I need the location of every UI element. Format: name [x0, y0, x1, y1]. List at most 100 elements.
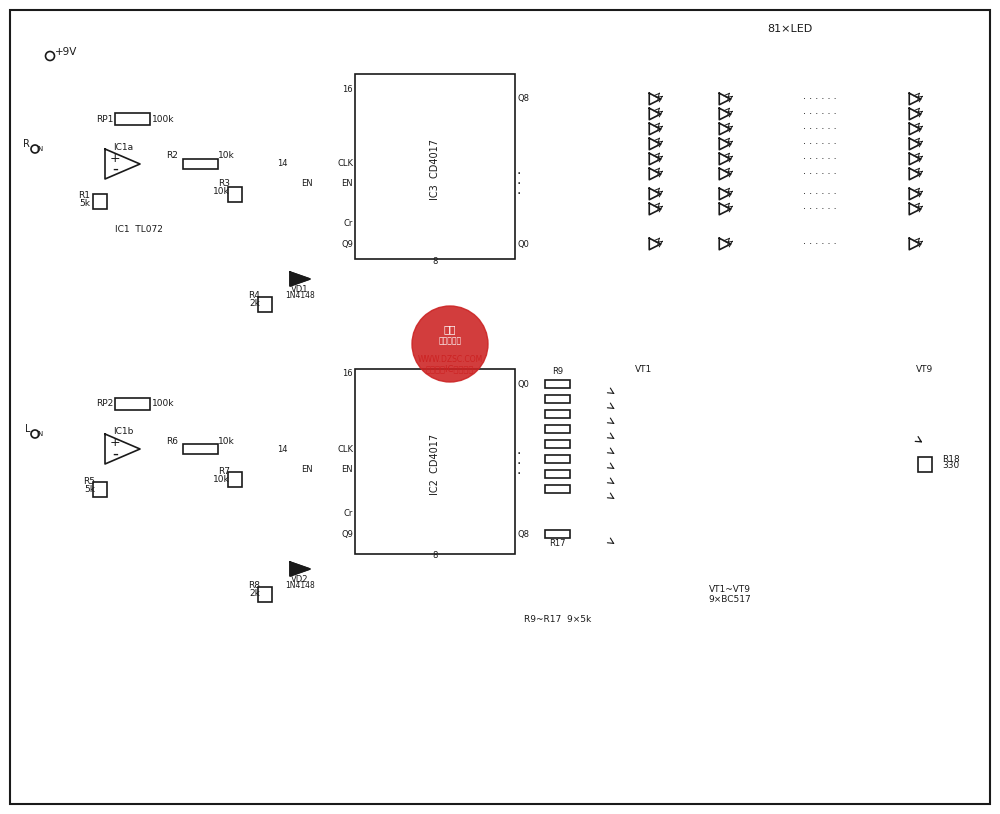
Bar	[228, 186, 242, 202]
Text: 81×LED: 81×LED	[767, 24, 813, 34]
Text: 16: 16	[342, 85, 353, 94]
Bar	[355, 369, 515, 554]
Polygon shape	[290, 272, 310, 286]
Text: IN: IN	[36, 431, 43, 437]
Text: 10k: 10k	[213, 187, 230, 196]
Text: · · · · · ·: · · · · · ·	[803, 139, 837, 149]
Text: EN: EN	[341, 465, 353, 474]
Text: 16: 16	[342, 370, 353, 379]
Text: 维库: 维库	[444, 324, 456, 334]
Text: IC1  TL072: IC1 TL072	[115, 225, 163, 234]
Text: VD2: VD2	[291, 575, 309, 584]
Text: 2k: 2k	[249, 589, 260, 598]
Bar	[918, 457, 932, 471]
Text: R1: R1	[78, 191, 90, 200]
Text: 10k: 10k	[213, 475, 230, 484]
Text: 电子市场网: 电子市场网	[438, 336, 462, 345]
Text: ·: ·	[517, 177, 521, 191]
Text: IC3  CD4017: IC3 CD4017	[430, 138, 440, 199]
Text: R6: R6	[166, 436, 178, 445]
Text: R5: R5	[83, 476, 95, 485]
Text: +: +	[110, 151, 120, 164]
Text: EN: EN	[341, 180, 353, 189]
Text: R7: R7	[218, 466, 230, 475]
Text: ·: ·	[517, 187, 521, 201]
Bar	[545, 470, 570, 479]
Bar	[355, 74, 515, 259]
Text: · · · · · ·: · · · · · ·	[803, 189, 837, 199]
Text: R8: R8	[248, 581, 260, 590]
Text: Q8: Q8	[517, 529, 529, 539]
Text: Q9: Q9	[341, 239, 353, 248]
Bar	[545, 395, 570, 403]
Text: · · · · · ·: · · · · · ·	[803, 169, 837, 179]
Text: VT1: VT1	[635, 365, 652, 374]
Bar	[115, 398, 150, 410]
Bar	[183, 159, 218, 169]
Text: R9~R17  9×5k: R9~R17 9×5k	[524, 615, 591, 624]
Text: Q0: Q0	[517, 379, 529, 388]
Text: R17: R17	[549, 540, 566, 549]
Text: RP2: RP2	[96, 400, 113, 409]
Text: 14: 14	[277, 444, 288, 453]
Text: -: -	[112, 445, 118, 463]
Text: · · · · · ·: · · · · · ·	[803, 124, 837, 134]
Bar	[183, 444, 218, 454]
Text: 14: 14	[277, 160, 288, 168]
Text: 5k: 5k	[84, 484, 95, 493]
Text: ·: ·	[517, 167, 521, 181]
Bar	[258, 296, 272, 312]
Text: WWW.DZSC.COM: WWW.DZSC.COM	[417, 355, 483, 364]
Text: ·: ·	[517, 447, 521, 461]
Text: R18: R18	[942, 454, 960, 463]
Text: 9×BC517: 9×BC517	[709, 594, 751, 603]
Text: Q9: Q9	[341, 529, 353, 539]
Text: · · · · · ·: · · · · · ·	[803, 109, 837, 119]
Text: 100k: 100k	[152, 115, 175, 124]
Text: 100k: 100k	[152, 400, 175, 409]
Text: 全球最大IC采购网站: 全球最大IC采购网站	[426, 365, 474, 374]
Text: IC1b: IC1b	[113, 427, 133, 436]
Bar	[115, 113, 150, 125]
Text: R3: R3	[218, 180, 230, 189]
Text: +: +	[110, 436, 120, 449]
Polygon shape	[290, 562, 310, 576]
Text: 8: 8	[432, 552, 438, 561]
Circle shape	[412, 306, 488, 382]
Text: 8: 8	[432, 256, 438, 265]
Text: EN: EN	[301, 465, 313, 474]
Text: 1N4148: 1N4148	[285, 581, 315, 590]
Bar	[545, 425, 570, 433]
Text: R4: R4	[248, 291, 260, 300]
Text: IN: IN	[36, 146, 43, 152]
Text: · · · · · ·: · · · · · ·	[803, 204, 837, 214]
Text: 330: 330	[942, 462, 959, 470]
Text: 1N4148: 1N4148	[285, 291, 315, 300]
Text: ·: ·	[517, 457, 521, 471]
Text: IC2  CD4017: IC2 CD4017	[430, 433, 440, 495]
Text: · · · · · ·: · · · · · ·	[803, 154, 837, 164]
Text: R9: R9	[552, 367, 563, 377]
Text: 10k: 10k	[218, 151, 235, 160]
Text: 5k: 5k	[79, 199, 90, 208]
Text: VT1~VT9: VT1~VT9	[709, 584, 751, 593]
Text: +9V: +9V	[55, 47, 77, 57]
Text: CLK: CLK	[337, 444, 353, 453]
Text: CLK: CLK	[337, 160, 353, 168]
Bar	[545, 530, 570, 538]
Text: EN: EN	[301, 180, 313, 189]
Text: RP1: RP1	[96, 115, 113, 124]
Bar	[545, 440, 570, 449]
Text: Q8: Q8	[517, 94, 529, 103]
Bar	[258, 587, 272, 602]
Text: VD1: VD1	[291, 285, 309, 294]
Text: R2: R2	[166, 151, 178, 160]
Text: · · · · · ·: · · · · · ·	[803, 94, 837, 104]
Bar	[228, 471, 242, 487]
Text: -: -	[112, 160, 118, 178]
Text: TM: TM	[475, 312, 483, 317]
Text: Q0: Q0	[517, 239, 529, 248]
Text: Cr: Cr	[344, 220, 353, 229]
Text: L: L	[25, 424, 30, 434]
Text: · · · · · ·: · · · · · ·	[803, 239, 837, 249]
